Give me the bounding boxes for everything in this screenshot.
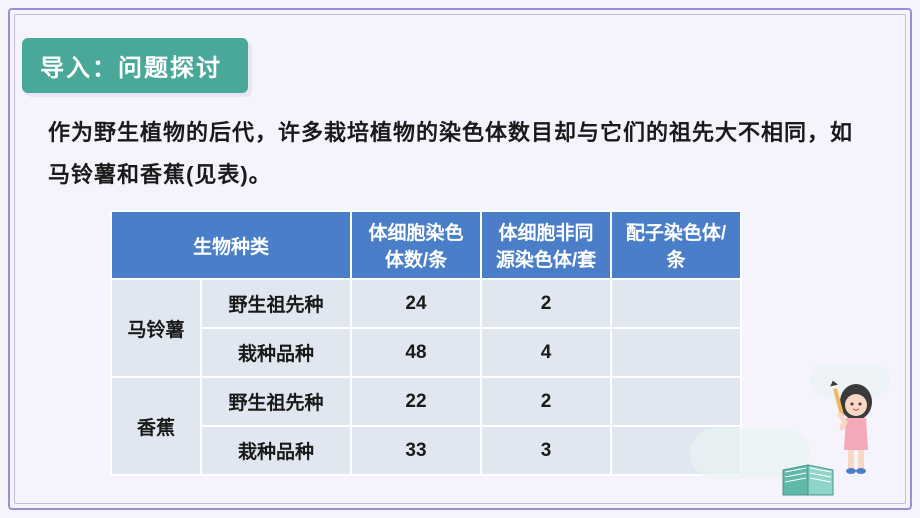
cell-value: 2 [481, 279, 611, 328]
cell-value [611, 377, 741, 426]
group-potato: 马铃薯 [111, 279, 201, 377]
table-row: 栽种品种 33 3 [111, 426, 741, 475]
cell-value: 3 [481, 426, 611, 475]
girl-reading-illustration [778, 360, 898, 500]
cell-value: 22 [351, 377, 481, 426]
table-row: 香蕉 野生祖先种 22 2 [111, 377, 741, 426]
intro-paragraph: 作为野生植物的后代，许多栽培植物的染色体数目却与它们的祖先大不相同，如马铃薯和香… [48, 112, 860, 196]
cell-value: 33 [351, 426, 481, 475]
col-somatic-count: 体细胞染色体数/条 [351, 211, 481, 279]
cell-value [611, 279, 741, 328]
col-species: 生物种类 [111, 211, 351, 279]
col-nonhomologous-sets: 体细胞非同源染色体/套 [481, 211, 611, 279]
chromosome-table: 生物种类 体细胞染色体数/条 体细胞非同源染色体/套 配子染色体/条 马铃薯 野… [110, 210, 742, 476]
section-title-tab: 导入：问题探讨 [22, 38, 248, 93]
table-row: 栽种品种 48 4 [111, 328, 741, 377]
cell-value [611, 328, 741, 377]
table-row: 马铃薯 野生祖先种 24 2 [111, 279, 741, 328]
cell-value: 24 [351, 279, 481, 328]
cell-value: 48 [351, 328, 481, 377]
cell-value: 2 [481, 377, 611, 426]
table-header-row: 生物种类 体细胞染色体数/条 体细胞非同源染色体/套 配子染色体/条 [111, 211, 741, 279]
cell-label: 栽种品种 [201, 328, 351, 377]
cell-label: 野生祖先种 [201, 279, 351, 328]
cell-value: 4 [481, 328, 611, 377]
col-gamete-count: 配子染色体/条 [611, 211, 741, 279]
group-banana: 香蕉 [111, 377, 201, 475]
girl-icon [828, 380, 883, 475]
cell-label: 野生祖先种 [201, 377, 351, 426]
cell-label: 栽种品种 [201, 426, 351, 475]
